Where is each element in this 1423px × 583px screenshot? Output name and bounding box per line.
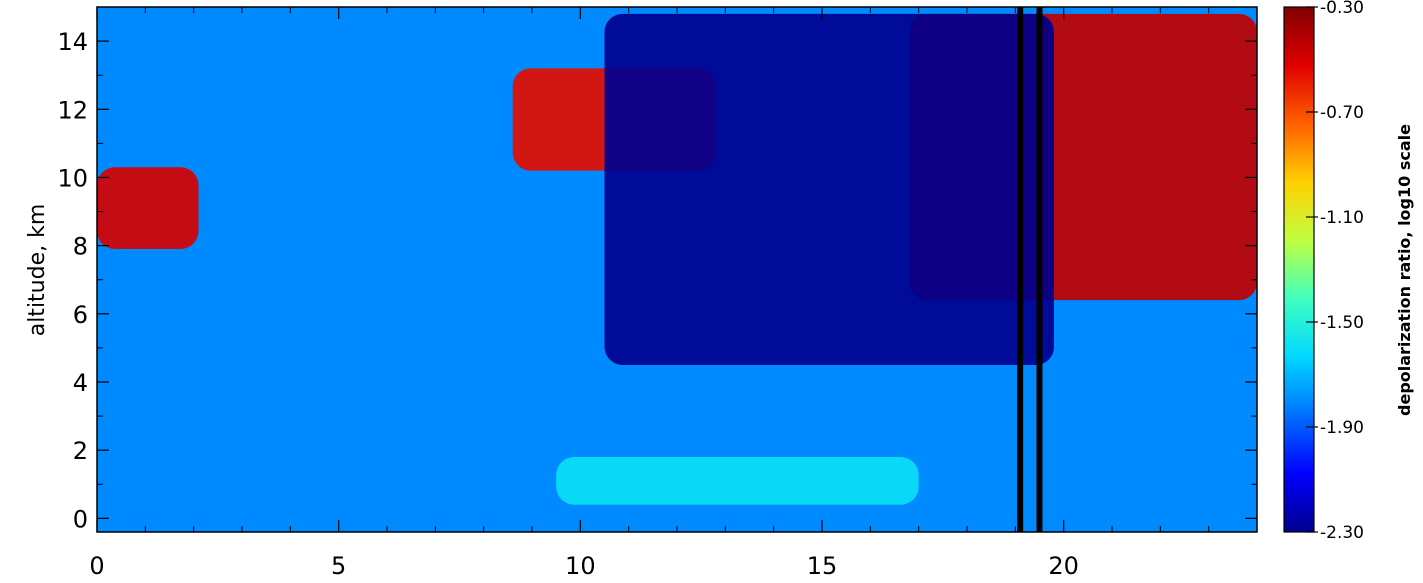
colorbar-gradient (1284, 7, 1314, 532)
heatmap-region-0 (97, 167, 199, 250)
colorbar-ticks: -0.30 -0.70 -1.10 -1.50 -1.90 -2.30 (1306, 0, 1364, 543)
x-tick-label: 0 (89, 552, 104, 580)
x-tick-label: 5 (331, 552, 346, 580)
colorbar: -0.30 -0.70 -1.10 -1.50 -1.90 -2.30 depolariz… (1283, 0, 1414, 543)
no-data-column-0 (1017, 7, 1024, 532)
heatmap-region-4 (556, 457, 919, 505)
y-tick-label: 2 (73, 437, 88, 465)
y-tick-label: 10 (57, 164, 88, 192)
colorbar-tick-label: -2.30 (1320, 523, 1364, 543)
heatmap (97, 7, 1257, 532)
x-tick-label: 10 (565, 552, 596, 580)
y-tick-label: 4 (73, 369, 88, 397)
plot-area: 0 5 10 15 20 0 2 4 6 8 10 12 14 (57, 6, 1258, 580)
y-tick-label: 14 (57, 28, 88, 56)
y-axis-label: altitude, km (25, 204, 50, 337)
x-axis-ticks: 0 5 10 15 20 (89, 7, 1210, 580)
colorbar-label: depolarization ratio, log10 scale (1395, 124, 1414, 416)
y-tick-label: 0 (73, 505, 88, 533)
y-tick-label: 12 (57, 96, 88, 124)
colorbar-frame (1283, 6, 1315, 533)
colorbar-tick-label: -1.50 (1320, 313, 1364, 333)
colorbar-tick-label: -1.90 (1320, 418, 1364, 438)
y-tick-label: 8 (73, 233, 88, 261)
y-tick-label: 6 (73, 301, 88, 329)
x-tick-label: 15 (807, 552, 838, 580)
x-tick-label: 20 (1048, 552, 1079, 580)
no-data-column-1 (1036, 7, 1043, 532)
heatmap-region-3 (604, 13, 1054, 365)
colorbar-tick-label: -1.10 (1320, 208, 1364, 228)
colorbar-tick-label: -0.30 (1320, 0, 1364, 18)
y-axis-ticks: 0 2 4 6 8 10 12 14 (57, 28, 1257, 533)
colorbar-tick-label: -0.70 (1320, 103, 1364, 123)
